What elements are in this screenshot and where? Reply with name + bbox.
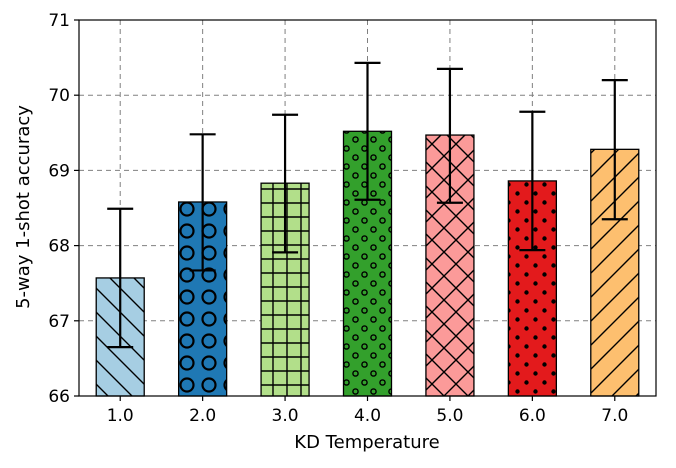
- error-bar-3.0: [272, 113, 299, 254]
- error-bar-2.0: [189, 133, 216, 272]
- x-axis-label: KD Temperature: [294, 432, 439, 453]
- x-tick-label: 2.0: [189, 406, 216, 426]
- error-bars: [107, 61, 628, 349]
- x-tick-label: 1.0: [107, 406, 134, 426]
- error-bar-5.0: [436, 67, 463, 204]
- x-tick-label: 4.0: [354, 406, 381, 426]
- y-tick-label: 67: [48, 312, 70, 332]
- y-axis-label: 5-way 1-shot accuracy: [13, 105, 34, 309]
- error-bar-6.0: [519, 110, 546, 252]
- y-tick-label: 68: [48, 237, 70, 257]
- error-bar-4.0: [354, 61, 381, 201]
- x-tick-label: 6.0: [519, 406, 546, 426]
- axis-ticks: 66 67 68 69 70 71 1.0 2.0 3.0 4.0 5.0 6.0 7.0: [48, 11, 628, 426]
- y-tick-label: 70: [48, 86, 70, 106]
- error-bar-7.0: [601, 79, 628, 221]
- y-tick-label: 69: [48, 161, 70, 181]
- x-tick-label: 7.0: [601, 406, 628, 426]
- x-tick-label: 3.0: [272, 406, 299, 426]
- y-tick-label: 71: [48, 11, 70, 31]
- error-bar-1.0: [107, 207, 134, 349]
- y-tick-label: 66: [48, 387, 70, 407]
- x-tick-label: 5.0: [436, 406, 463, 426]
